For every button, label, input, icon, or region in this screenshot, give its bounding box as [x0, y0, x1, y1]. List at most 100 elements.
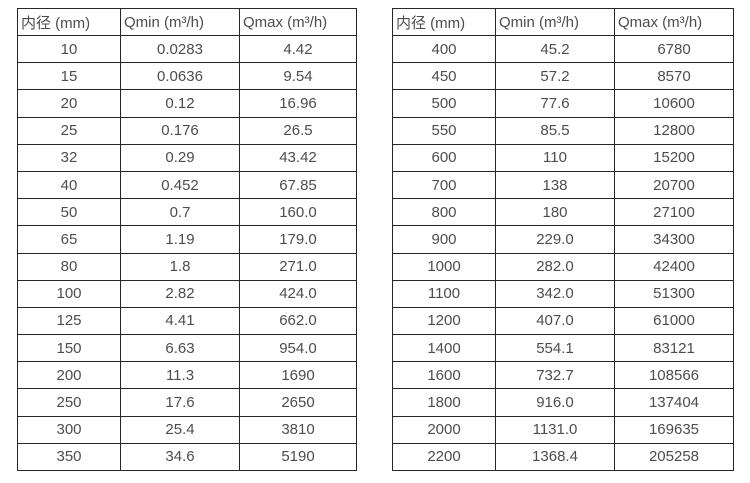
qmin-cell: 1368.4 — [495, 442, 615, 472]
flow-table-small-diameters: 内径 (mm) Qmin (m³/h) Qmax (m³/h) 10 0.0283 4.4… — [17, 8, 357, 472]
diameter-cell: 100 — [17, 279, 121, 308]
table-row: 550 85.5 12800 — [392, 116, 734, 145]
qmax-cell: 16.96 — [239, 89, 357, 118]
qmin-cell: 282.0 — [495, 252, 615, 281]
qmin-cell: 4.41 — [120, 306, 240, 336]
diameter-cell: 1100 — [392, 279, 496, 308]
table-row: 32 0.29 43.42 — [17, 143, 357, 172]
qmax-cell: 271.0 — [239, 252, 357, 281]
qmin-cell: 342.0 — [495, 279, 615, 308]
qmax-cell: 2650 — [239, 388, 357, 417]
diameter-cell: 450 — [392, 62, 496, 91]
diameter-cell: 20 — [17, 89, 121, 118]
diameter-cell: 32 — [17, 143, 121, 172]
qmin-cell: 0.0636 — [120, 62, 240, 91]
qmin-cell: 0.452 — [120, 170, 240, 200]
qmin-cell: 77.6 — [495, 89, 615, 118]
qmin-cell: 0.7 — [120, 198, 240, 227]
qmin-cell: 110 — [495, 143, 615, 172]
table-row: 40 0.452 67.85 — [17, 170, 357, 200]
diameter-cell: 1800 — [392, 388, 496, 417]
qmin-cell: 6.63 — [120, 334, 240, 363]
column-header-diameter: 内径 (mm) — [392, 8, 496, 36]
diameter-cell: 900 — [392, 225, 496, 254]
diameter-cell: 600 — [392, 143, 496, 172]
table-row: 20 0.12 16.96 — [17, 89, 357, 118]
table-row: 1800 916.0 137404 — [392, 388, 734, 417]
table-row: 25 0.176 26.5 — [17, 116, 357, 145]
diameter-cell: 200 — [17, 361, 121, 390]
qmax-cell: 169635 — [614, 415, 734, 444]
qmax-cell: 43.42 — [239, 143, 357, 172]
diameter-cell: 500 — [392, 89, 496, 118]
qmin-cell: 0.176 — [120, 116, 240, 145]
qmax-cell: 108566 — [614, 361, 734, 390]
qmin-cell: 916.0 — [495, 388, 615, 417]
diameter-cell: 300 — [17, 415, 121, 444]
table-row: 80 1.8 271.0 — [17, 252, 357, 281]
column-header-qmin: Qmin (m³/h) — [120, 8, 240, 36]
diameter-cell: 40 — [17, 170, 121, 200]
diameter-cell: 1600 — [392, 361, 496, 390]
qmax-cell: 20700 — [614, 170, 734, 200]
qmin-cell: 1131.0 — [495, 415, 615, 444]
table-row: 50 0.7 160.0 — [17, 198, 357, 227]
diameter-cell: 250 — [17, 388, 121, 417]
qmax-cell: 9.54 — [239, 62, 357, 91]
flow-table-large-diameters: 内径 (mm) Qmin (m³/h) Qmax (m³/h) 400 45.2 6780… — [392, 8, 734, 472]
diameter-cell: 65 — [17, 225, 121, 254]
table-row: 125 4.41 662.0 — [17, 306, 357, 336]
qmax-cell: 61000 — [614, 306, 734, 336]
qmax-cell: 8570 — [614, 62, 734, 91]
table-row: 300 25.4 3810 — [17, 415, 357, 444]
diameter-cell: 550 — [392, 116, 496, 145]
qmax-cell: 27100 — [614, 198, 734, 227]
diameter-cell: 150 — [17, 334, 121, 363]
diameter-cell: 1400 — [392, 334, 496, 363]
table-row: 200 11.3 1690 — [17, 361, 357, 390]
qmax-cell: 205258 — [614, 442, 734, 472]
qmin-cell: 732.7 — [495, 361, 615, 390]
table-row: 1000 282.0 42400 — [392, 252, 734, 281]
table-row: 900 229.0 34300 — [392, 225, 734, 254]
qmax-cell: 42400 — [614, 252, 734, 281]
table-row: 1600 732.7 108566 — [392, 361, 734, 390]
qmax-cell: 662.0 — [239, 306, 357, 336]
table-row: 1400 554.1 83121 — [392, 334, 734, 363]
table-row: 400 45.2 6780 — [392, 34, 734, 64]
qmax-cell: 179.0 — [239, 225, 357, 254]
qmin-cell: 11.3 — [120, 361, 240, 390]
diameter-cell: 80 — [17, 252, 121, 281]
qmin-cell: 0.29 — [120, 143, 240, 172]
diameter-cell: 800 — [392, 198, 496, 227]
diameter-cell: 2200 — [392, 442, 496, 472]
diameter-cell: 1000 — [392, 252, 496, 281]
column-header-qmax: Qmax (m³/h) — [614, 8, 734, 36]
table-row: 1100 342.0 51300 — [392, 279, 734, 308]
diameter-cell: 350 — [17, 442, 121, 472]
table-row: 15 0.0636 9.54 — [17, 62, 357, 91]
diameter-cell: 1200 — [392, 306, 496, 336]
qmin-cell: 1.8 — [120, 252, 240, 281]
table-row: 500 77.6 10600 — [392, 89, 734, 118]
qmin-cell: 138 — [495, 170, 615, 200]
column-header-qmin: Qmin (m³/h) — [495, 8, 615, 36]
diameter-cell: 15 — [17, 62, 121, 91]
qmax-cell: 137404 — [614, 388, 734, 417]
table-row: 700 138 20700 — [392, 170, 734, 200]
qmax-cell: 51300 — [614, 279, 734, 308]
table-row: 600 110 15200 — [392, 143, 734, 172]
qmax-cell: 6780 — [614, 34, 734, 64]
table-row: 100 2.82 424.0 — [17, 279, 357, 308]
qmax-cell: 26.5 — [239, 116, 357, 145]
qmin-cell: 180 — [495, 198, 615, 227]
diameter-cell: 2000 — [392, 415, 496, 444]
qmin-cell: 554.1 — [495, 334, 615, 363]
diameter-cell: 125 — [17, 306, 121, 336]
qmax-cell: 67.85 — [239, 170, 357, 200]
table-row: 800 180 27100 — [392, 198, 734, 227]
diameter-cell: 10 — [17, 34, 121, 64]
qmax-cell: 424.0 — [239, 279, 357, 308]
qmax-cell: 3810 — [239, 415, 357, 444]
